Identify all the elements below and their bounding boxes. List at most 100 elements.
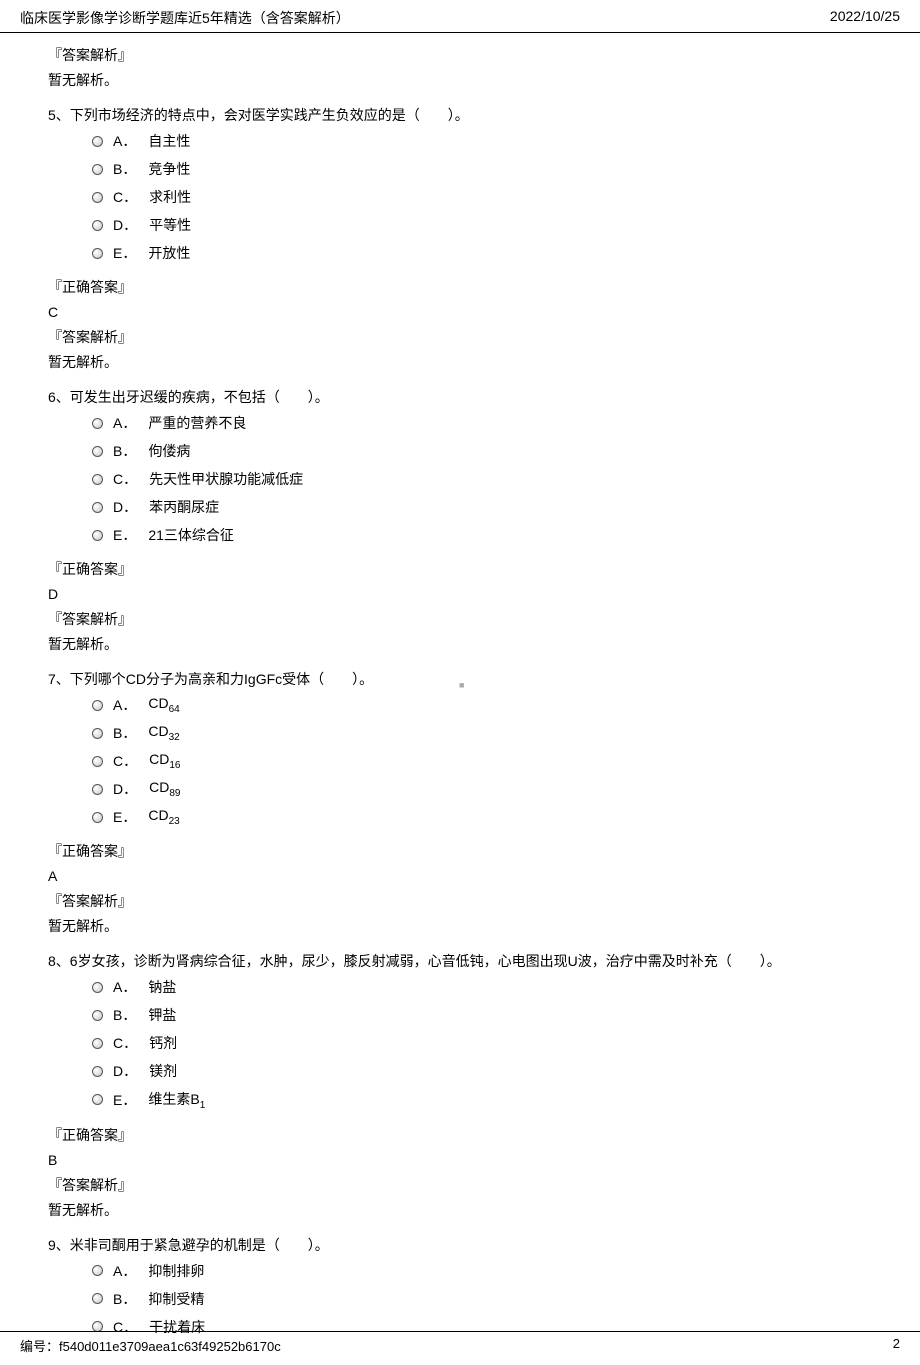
option[interactable]: C． CD16 — [92, 751, 872, 771]
option-letter: E． — [113, 1090, 136, 1110]
radio-icon[interactable] — [92, 700, 103, 711]
option-letter: A． — [113, 695, 136, 715]
option[interactable]: D．苯丙酮尿症 — [92, 497, 872, 517]
options-q7: A． CD64 B．CD32 C． CD16 D．CD89 E． CD23 — [48, 695, 872, 827]
option[interactable]: E． CD23 — [92, 807, 872, 827]
option-letter: C． — [113, 751, 137, 771]
analysis-label: 『答案解析』 — [48, 327, 872, 348]
radio-icon[interactable] — [92, 1094, 103, 1105]
option[interactable]: B．竞争性 — [92, 159, 872, 179]
option[interactable]: E．维生素B1 — [92, 1089, 872, 1111]
radio-icon[interactable] — [92, 136, 103, 147]
option[interactable]: A．自主性 — [92, 131, 872, 151]
question-body: 、可发生出牙迟缓的疾病，不包括（ ）。 — [56, 389, 329, 405]
option-text: 钠盐 — [148, 977, 176, 997]
option-text: 镁剂 — [149, 1061, 177, 1081]
option-text: CD16 — [149, 751, 180, 771]
option-text: 开放性 — [148, 243, 190, 263]
option[interactable]: E．21三体综合征 — [92, 525, 872, 545]
option-letter: E． — [113, 243, 136, 263]
radio-icon[interactable] — [92, 1038, 103, 1049]
option-text: 苯丙酮尿症 — [149, 497, 219, 517]
radio-icon[interactable] — [92, 728, 103, 739]
content-area: 『答案解析』 暂无解析。 5、下列市场经济的特点中，会对医学实践产生负效应的是（… — [0, 33, 920, 1365]
radio-icon[interactable] — [92, 248, 103, 259]
correct-label: 『正确答案』 — [48, 841, 872, 862]
option-letter: A． — [113, 413, 136, 433]
correct-label: 『正确答案』 — [48, 559, 872, 580]
footer-page: 2 — [893, 1336, 900, 1355]
footer-id: 编号：f540d011e3709aea1c63f49252b6170c — [20, 1336, 281, 1355]
option[interactable]: C． 钙剂 — [92, 1033, 872, 1053]
radio-icon[interactable] — [92, 164, 103, 175]
radio-icon[interactable] — [92, 192, 103, 203]
option-letter: C． — [113, 187, 137, 207]
option[interactable]: A．抑制排卵 — [92, 1261, 872, 1281]
radio-icon[interactable] — [92, 446, 103, 457]
option-letter: B． — [113, 441, 136, 461]
option[interactable]: B． 抑制受精 — [92, 1289, 872, 1309]
radio-icon[interactable] — [92, 1066, 103, 1077]
question-num: 6 — [48, 389, 56, 405]
option[interactable]: A．钠盐 — [92, 977, 872, 997]
radio-icon[interactable] — [92, 812, 103, 823]
correct-label: 『正确答案』 — [48, 277, 872, 298]
option-text: 平等性 — [149, 215, 191, 235]
analysis-label: 『答案解析』 — [48, 891, 872, 912]
option[interactable]: C．先天性甲状腺功能减低症 — [92, 469, 872, 489]
radio-icon[interactable] — [92, 418, 103, 429]
option-letter: C． — [113, 1033, 137, 1053]
option-text: 自主性 — [148, 131, 190, 151]
option-text: 先天性甲状腺功能减低症 — [149, 469, 303, 489]
analysis-text: 暂无解析。 — [48, 916, 872, 937]
radio-icon[interactable] — [92, 1293, 103, 1304]
correct-answer: C — [48, 302, 872, 323]
radio-icon[interactable] — [92, 530, 103, 541]
option-text: 钙剂 — [149, 1033, 177, 1053]
analysis-label: 『答案解析』 — [48, 1175, 872, 1196]
radio-icon[interactable] — [92, 1010, 103, 1021]
option[interactable]: D．CD89 — [92, 779, 872, 799]
analysis-text: 暂无解析。 — [48, 352, 872, 373]
option[interactable]: B．CD32 — [92, 723, 872, 743]
radio-icon[interactable] — [92, 1265, 103, 1276]
radio-icon[interactable] — [92, 982, 103, 993]
question-body: 、下列哪个CD分子为高亲和力IgGFc受体（ ）。 — [56, 671, 373, 687]
option-letter: B． — [113, 1289, 136, 1309]
option[interactable]: D．平等性 — [92, 215, 872, 235]
option-letter: B． — [113, 1005, 136, 1025]
analysis-text: 暂无解析。 — [48, 1200, 872, 1221]
option[interactable]: A． CD64 — [92, 695, 872, 715]
option-letter: D． — [113, 1061, 137, 1081]
analysis-text: 暂无解析。 — [48, 634, 872, 655]
analysis-label: 『答案解析』 — [48, 609, 872, 630]
radio-icon[interactable] — [92, 784, 103, 795]
option-text: CD64 — [148, 695, 179, 715]
question-num: 5 — [48, 107, 56, 123]
option-text: 佝偻病 — [148, 441, 190, 461]
question-num: 7 — [48, 671, 56, 687]
option[interactable]: D． 镁剂 — [92, 1061, 872, 1081]
options-q5: A．自主性 B．竞争性 C．求利性 D．平等性 E． 开放性 — [48, 131, 872, 263]
option[interactable]: B． 佝偻病 — [92, 441, 872, 461]
question-9: 9、米非司酮用于紧急避孕的机制是（ ）。 — [48, 1235, 872, 1255]
question-body: 、6岁女孩，诊断为肾病综合征，水肿，尿少，膝反射减弱，心音低钝，心电图出现U波，… — [56, 953, 781, 969]
option-text: 抑制受精 — [148, 1289, 204, 1309]
option[interactable]: E． 开放性 — [92, 243, 872, 263]
radio-icon[interactable] — [92, 220, 103, 231]
analysis-text: 暂无解析。 — [48, 70, 872, 91]
radio-icon[interactable] — [92, 502, 103, 513]
option-letter: A． — [113, 1261, 136, 1281]
option[interactable]: A．严重的营养不良 — [92, 413, 872, 433]
option-letter: D． — [113, 779, 137, 799]
option-text: CD23 — [148, 807, 179, 827]
option[interactable]: B．钾盐 — [92, 1005, 872, 1025]
question-body: 、米非司酮用于紧急避孕的机制是（ ）。 — [56, 1237, 329, 1253]
correct-answer: D — [48, 584, 872, 605]
watermark-icon: ■ — [459, 680, 464, 690]
option-text: 竞争性 — [148, 159, 190, 179]
option-letter: E． — [113, 807, 136, 827]
radio-icon[interactable] — [92, 756, 103, 767]
radio-icon[interactable] — [92, 474, 103, 485]
option[interactable]: C．求利性 — [92, 187, 872, 207]
